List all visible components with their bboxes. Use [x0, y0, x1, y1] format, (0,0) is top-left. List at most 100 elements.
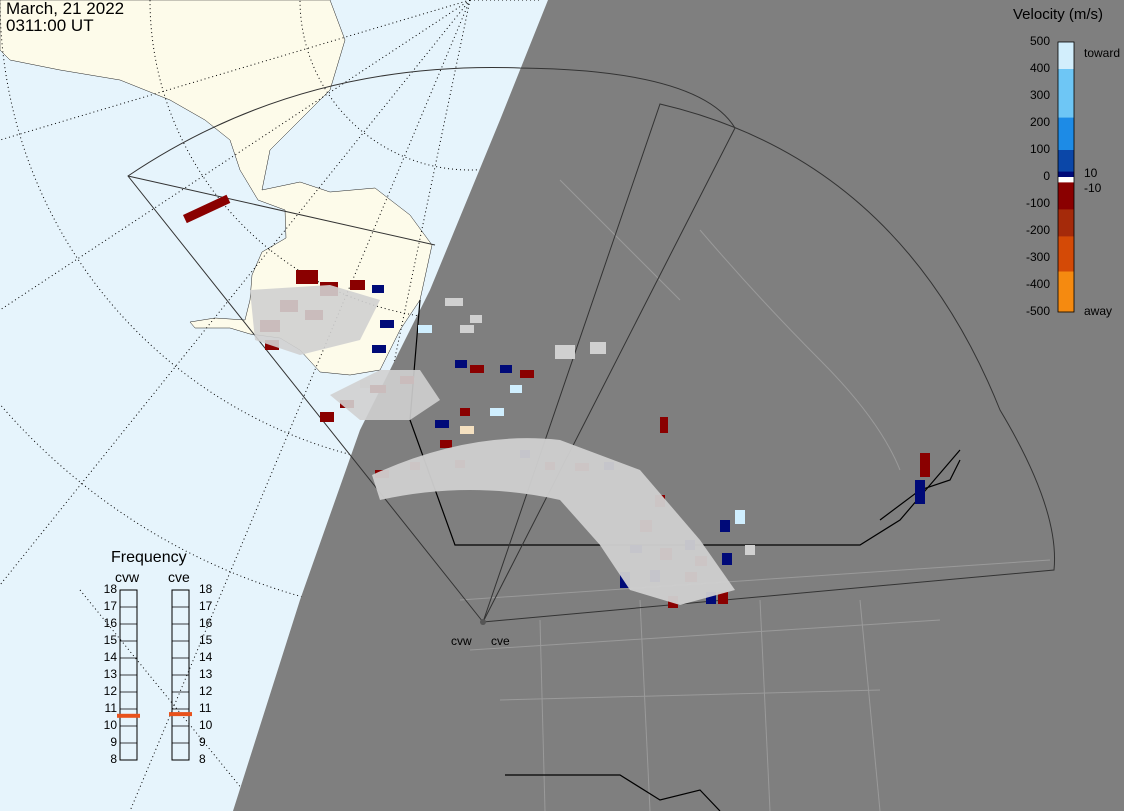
velocity-tick: -300	[1025, 250, 1050, 264]
range-cell	[718, 592, 728, 604]
cvw-field-of-view	[127, 67, 736, 623]
color-bar-segment	[1058, 182, 1074, 210]
pos-threshold-label: 10	[1084, 166, 1098, 180]
frequency-scale-number: 17	[103, 599, 117, 613]
frequency-marker	[169, 712, 192, 717]
boundary-line	[699, 229, 901, 471]
range-cell	[440, 440, 452, 448]
frequency-scale-number: 14	[199, 650, 213, 664]
velocity-range-cells	[183, 194, 930, 625]
longitude-line	[129, 0, 471, 811]
color-bar-segment	[1058, 42, 1074, 70]
fov-edge	[127, 175, 436, 246]
range-cell	[460, 325, 474, 333]
neg-threshold-label: -10	[1084, 181, 1102, 195]
boundary-line	[539, 619, 546, 811]
range-cell	[435, 420, 449, 428]
frequency-title: Frequency	[111, 549, 187, 566]
range-cell	[745, 545, 755, 555]
alaska-landmass	[0, 0, 433, 376]
velocity-tick: 200	[1029, 115, 1050, 129]
range-cell	[460, 408, 470, 416]
velocity-tick: 300	[1029, 88, 1050, 102]
range-cell	[460, 426, 474, 434]
ground-scatter-band	[330, 370, 440, 420]
frequency-scale-number: 10	[199, 718, 213, 732]
range-cell	[490, 408, 504, 416]
frequency-scale-number: 10	[103, 718, 117, 732]
velocity-tick: 0	[1043, 169, 1050, 183]
color-bar-segment	[1058, 177, 1074, 183]
velocity-scale-title: Velocity (m/s)	[1013, 6, 1104, 23]
velocity-color-bar	[1057, 41, 1075, 313]
range-cell	[720, 520, 730, 532]
range-cell	[296, 270, 318, 284]
color-bar-segment	[1058, 209, 1074, 237]
frequency-scale-number: 15	[103, 633, 117, 647]
frequency-scale-number: 11	[104, 701, 117, 715]
range-cell	[183, 194, 231, 224]
boundary-line	[859, 599, 881, 811]
color-bar-frame	[1057, 41, 1075, 313]
frequency-marker	[117, 713, 140, 718]
boundary-line	[759, 599, 771, 811]
frequency-scale-number: 13	[199, 667, 213, 681]
radar-site-marker	[480, 619, 486, 625]
velocity-tick: 400	[1029, 61, 1050, 75]
velocity-tick: -500	[1025, 304, 1050, 318]
color-bar-segment	[1058, 236, 1074, 272]
frequency-scale-number: 12	[103, 684, 117, 698]
velocity-tick: 100	[1029, 142, 1050, 156]
velocity-tick: 500	[1029, 34, 1050, 48]
boundary-line	[459, 559, 1051, 601]
range-cell	[470, 365, 484, 373]
color-bar-segment	[1058, 117, 1074, 151]
frequency-scale-number: 16	[199, 616, 213, 630]
range-cell	[350, 280, 365, 290]
frequency-scale-number: 11	[199, 701, 212, 715]
cvw-frequency-label: cvw	[115, 569, 140, 585]
frequency-gauges	[117, 589, 192, 761]
radar-fields-of-view	[127, 67, 1056, 623]
range-cell	[920, 453, 930, 477]
frequency-scale-number: 14	[103, 650, 117, 664]
frequency-scale-number: 18	[199, 582, 213, 596]
range-cell	[455, 360, 467, 368]
boundary-line	[639, 599, 651, 811]
range-cell	[445, 298, 463, 306]
range-cell	[380, 320, 394, 328]
range-cell	[500, 365, 512, 373]
frequency-scale-number: 18	[103, 582, 117, 596]
boundary-line	[469, 619, 941, 651]
velocity-tick: -200	[1025, 223, 1050, 237]
color-bar-segment	[1058, 150, 1074, 173]
frequency-scale-number: 15	[199, 633, 213, 647]
frequency-scale-number: 13	[103, 667, 117, 681]
range-cell	[735, 510, 745, 524]
range-cell	[915, 480, 925, 504]
cve-site-label: cve	[491, 634, 510, 648]
boundary-line	[559, 179, 681, 301]
cvw-site-label: cvw	[451, 634, 472, 648]
range-cell	[706, 592, 716, 604]
cve-frequency-label: cve	[168, 569, 190, 585]
range-cell	[320, 412, 334, 422]
range-cell	[590, 342, 606, 354]
longitude-line	[0, 0, 471, 141]
frequency-scale-number: 9	[199, 735, 206, 749]
range-cell	[660, 417, 668, 433]
color-bar-segment	[1058, 171, 1074, 178]
frequency-scale-number: 12	[199, 684, 213, 698]
date-label: March, 21 2022	[6, 0, 125, 18]
country-border	[505, 774, 721, 811]
country-border	[879, 459, 961, 521]
color-bar-segment	[1058, 271, 1074, 313]
frequency-scale-number: 9	[110, 735, 117, 749]
lat-lon-grid	[0, 0, 1091, 811]
landmasses	[0, 0, 433, 376]
velocity-tick: -100	[1025, 196, 1050, 210]
frequency-scale-number: 8	[199, 752, 206, 766]
time-label: 0311:00 UT	[6, 16, 94, 35]
